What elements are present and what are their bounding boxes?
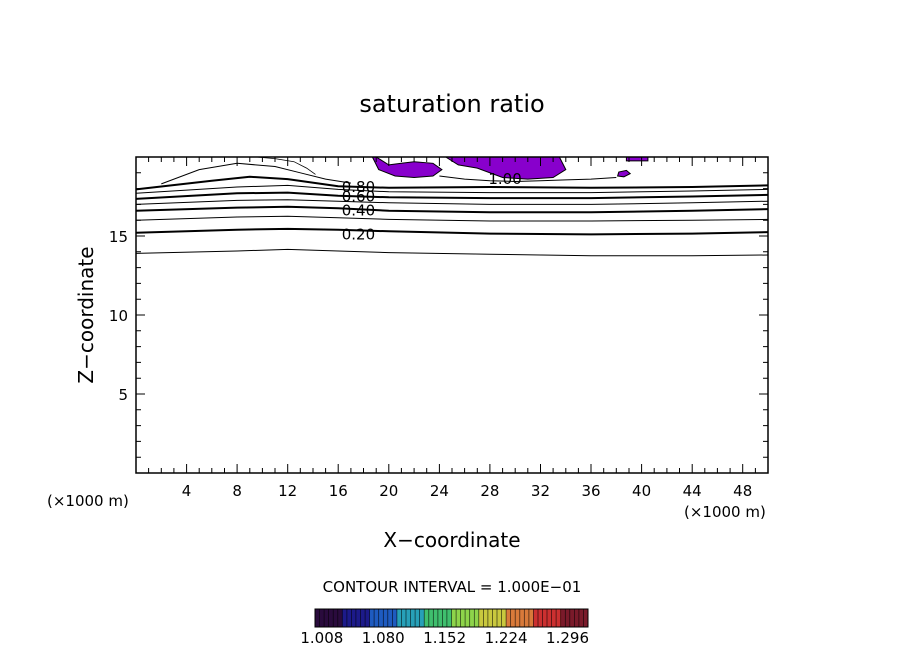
tick-marks: [136, 157, 768, 473]
y-axis-title: Z−coordinate: [74, 246, 98, 383]
x-tick-label-11: 48: [733, 482, 752, 500]
plot-frame: [135, 156, 769, 474]
contour-line-7: [135, 175, 769, 191]
y-tick-label-2: 15: [109, 228, 128, 246]
x-tick-labels: 4 8 12 16 20 24 28 32 36 40 44 48: [182, 482, 752, 500]
y-tick-label-0: 5: [118, 386, 128, 404]
chart-title: saturation ratio: [359, 90, 544, 118]
contour-line-3: [135, 205, 769, 214]
contour-labels: 1.00 0.800.600.40 0.20: [342, 170, 522, 243]
x-tick-label-9: 40: [632, 482, 651, 500]
contour-line-9: [439, 175, 617, 183]
colorbar-tick-labels: 1.008 1.080 1.152 1.224 1.296: [300, 629, 589, 647]
colorbar-stripes: [319, 609, 584, 627]
x-tick-label-7: 32: [531, 482, 550, 500]
contour-interval-label: CONTOUR INTERVAL = 1.000E−01: [323, 578, 582, 596]
contour-label-2: 0.60: [342, 188, 375, 206]
y-tick-label-1: 10: [109, 307, 128, 325]
x-tick-label-6: 28: [480, 482, 499, 500]
colorbar-tick-label-2: 1.152: [423, 629, 466, 647]
x-axis-unit: (×1000 m): [684, 503, 766, 521]
y-tick-labels: 5 10 15: [109, 228, 128, 404]
colorbar-tick-label-3: 1.224: [485, 629, 528, 647]
contour-line-2: [135, 215, 769, 222]
axis-ticks: [136, 157, 768, 473]
contour-line-0: [135, 248, 769, 257]
x-tick-label-4: 20: [379, 482, 398, 500]
x-tick-label-0: 4: [182, 482, 192, 500]
supersaturated-region-0: [256, 156, 316, 175]
x-tick-label-8: 36: [581, 482, 600, 500]
contour-line-8: [161, 162, 351, 185]
colorbar-tick-label-0: 1.008: [300, 629, 343, 647]
colorbar-tick-label-1: 1.080: [362, 629, 405, 647]
contour-label-4: 0.20: [342, 225, 375, 243]
colorbar-tick-label-4: 1.296: [546, 629, 589, 647]
contour-line-6: [135, 184, 769, 194]
z-axis-unit: (×1000 m): [47, 492, 129, 510]
contour-label-3: 0.40: [342, 202, 375, 220]
x-tick-label-2: 12: [278, 482, 297, 500]
x-tick-label-3: 16: [329, 482, 348, 500]
colorbar: [314, 608, 589, 628]
x-tick-label-1: 8: [232, 482, 242, 500]
contour-line-4: [135, 199, 769, 205]
supersaturated-region-3: [616, 169, 632, 178]
contour-label-0: 1.00: [488, 170, 521, 188]
x-tick-label-10: 44: [683, 482, 702, 500]
contour-line-5: [135, 191, 769, 200]
x-axis-title: X−coordinate: [383, 528, 520, 552]
contour-label-1: 0.80: [342, 178, 375, 196]
contour-line-1: [135, 227, 769, 236]
contour-lines: [135, 162, 769, 257]
x-tick-label-5: 24: [430, 482, 449, 500]
supersaturated-region-1: [371, 156, 443, 179]
colorbar-frame: [314, 608, 589, 628]
